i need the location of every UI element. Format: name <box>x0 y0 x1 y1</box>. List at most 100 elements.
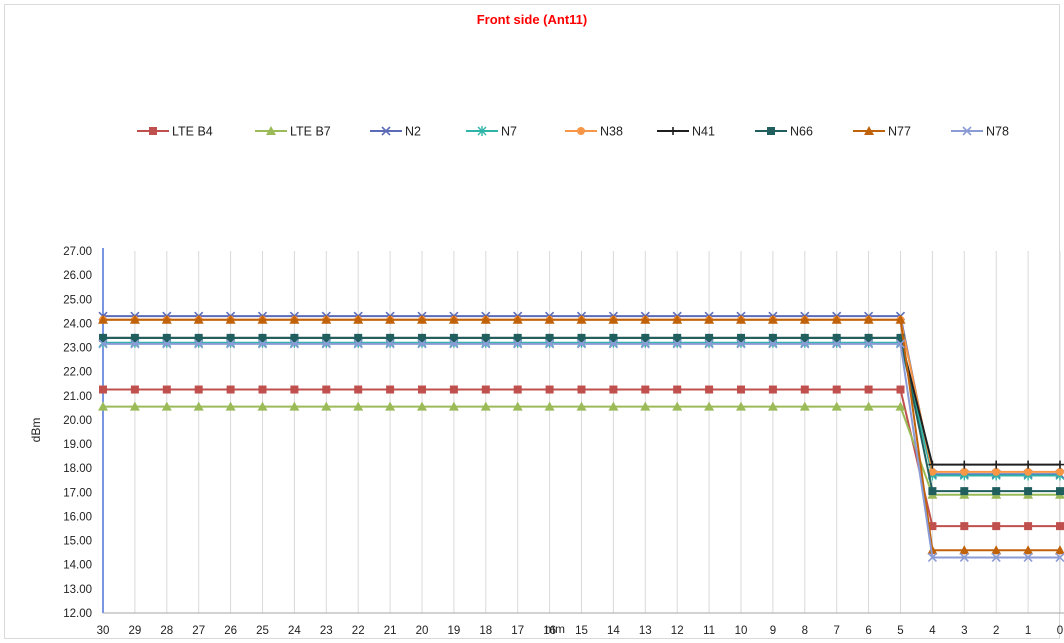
y-tick-label: 25.00 <box>63 294 92 306</box>
x-tick-label: 3 <box>961 625 967 637</box>
legend-item: N7 <box>466 125 517 139</box>
data-point <box>513 339 523 349</box>
x-tick-label: 9 <box>770 625 776 637</box>
data-point <box>928 467 937 476</box>
data-point <box>162 385 171 394</box>
series-n66 <box>99 333 1064 496</box>
data-point <box>928 487 937 496</box>
data-point <box>928 522 937 531</box>
data-point <box>1056 522 1064 531</box>
x-tick-label: 18 <box>479 625 492 637</box>
legend-label: N77 <box>888 125 911 139</box>
data-point <box>289 339 299 349</box>
data-point <box>289 314 300 324</box>
data-point <box>448 401 459 411</box>
data-point <box>386 385 395 394</box>
data-point <box>669 127 677 135</box>
data-point <box>863 314 874 324</box>
data-point <box>1024 487 1033 496</box>
y-tick-label: 26.00 <box>63 270 92 282</box>
data-point <box>799 314 810 324</box>
data-point <box>98 314 108 324</box>
x-tick-label: 14 <box>607 625 620 637</box>
data-point <box>800 333 809 342</box>
data-point <box>257 401 268 411</box>
data-point <box>864 126 874 135</box>
data-point <box>289 401 300 411</box>
data-point <box>640 401 651 411</box>
y-tick-label: 27.00 <box>63 246 92 258</box>
data-point <box>98 339 108 349</box>
legend-item: N41 <box>657 125 715 139</box>
data-point <box>831 401 842 411</box>
y-tick-label: 21.00 <box>63 391 92 403</box>
x-tick-label: 2 <box>993 625 999 637</box>
data-point <box>448 314 459 324</box>
x-tick-label: 27 <box>192 625 205 637</box>
y-tick-label: 24.00 <box>63 318 92 330</box>
data-point <box>385 401 396 411</box>
data-point <box>641 333 650 342</box>
data-point <box>257 339 268 349</box>
chart-frame <box>4 4 1060 639</box>
data-point <box>321 401 332 411</box>
legend-item: N66 <box>755 125 813 139</box>
data-point <box>1024 460 1033 469</box>
data-point <box>226 339 236 349</box>
data-point <box>1056 487 1064 496</box>
data-point <box>672 401 683 411</box>
data-point <box>417 339 427 349</box>
legend-item: N38 <box>565 125 623 139</box>
legend-label: N2 <box>405 125 421 139</box>
data-point <box>480 314 491 324</box>
data-point <box>705 333 714 342</box>
y-tick-label: 16.00 <box>63 511 92 523</box>
data-point <box>129 314 140 324</box>
data-point <box>928 460 937 469</box>
data-point <box>98 401 108 411</box>
x-axis-label: mm <box>545 622 565 636</box>
data-point <box>927 545 938 555</box>
y-tick-label: 12.00 <box>63 608 92 620</box>
data-point <box>544 401 555 411</box>
series-lte-b4 <box>99 385 1064 531</box>
data-point <box>767 401 778 411</box>
data-point <box>194 339 204 349</box>
data-point <box>704 401 715 411</box>
data-point <box>992 460 1001 469</box>
data-point <box>266 126 276 135</box>
data-point <box>705 385 714 394</box>
data-point <box>477 126 487 136</box>
y-tick-label: 18.00 <box>63 463 92 475</box>
data-point <box>577 333 586 342</box>
axis-layer: 12.00 13.00 14.00 15.00 16.00 17.00 18.00 19.00… <box>63 246 1064 637</box>
data-point <box>959 552 969 563</box>
y-axis-label: dBm <box>29 418 43 443</box>
data-point <box>290 385 299 394</box>
y-tick-label: 19.00 <box>63 439 92 451</box>
data-point <box>481 385 490 394</box>
data-point <box>991 545 1002 555</box>
data-point <box>736 314 746 324</box>
data-point <box>768 339 778 349</box>
legend-item: N78 <box>951 125 1009 139</box>
data-point <box>576 339 587 349</box>
data-point <box>481 333 490 342</box>
legend-item: LTE B7 <box>255 125 331 139</box>
data-point <box>418 385 426 394</box>
data-point <box>226 333 235 342</box>
x-tick-label: 4 <box>929 625 936 637</box>
data-point <box>418 333 426 342</box>
legend-item: N2 <box>370 125 421 139</box>
data-point <box>992 467 1001 476</box>
x-tick-label: 10 <box>735 625 748 637</box>
data-point <box>545 339 555 349</box>
x-tick-label: 5 <box>897 625 903 637</box>
data-point <box>960 522 969 531</box>
data-point <box>800 339 810 349</box>
data-point <box>513 333 522 342</box>
legend-item: LTE B4 <box>137 125 213 139</box>
data-point <box>640 314 651 324</box>
data-point <box>641 385 650 394</box>
x-tick-label: 22 <box>352 625 365 637</box>
